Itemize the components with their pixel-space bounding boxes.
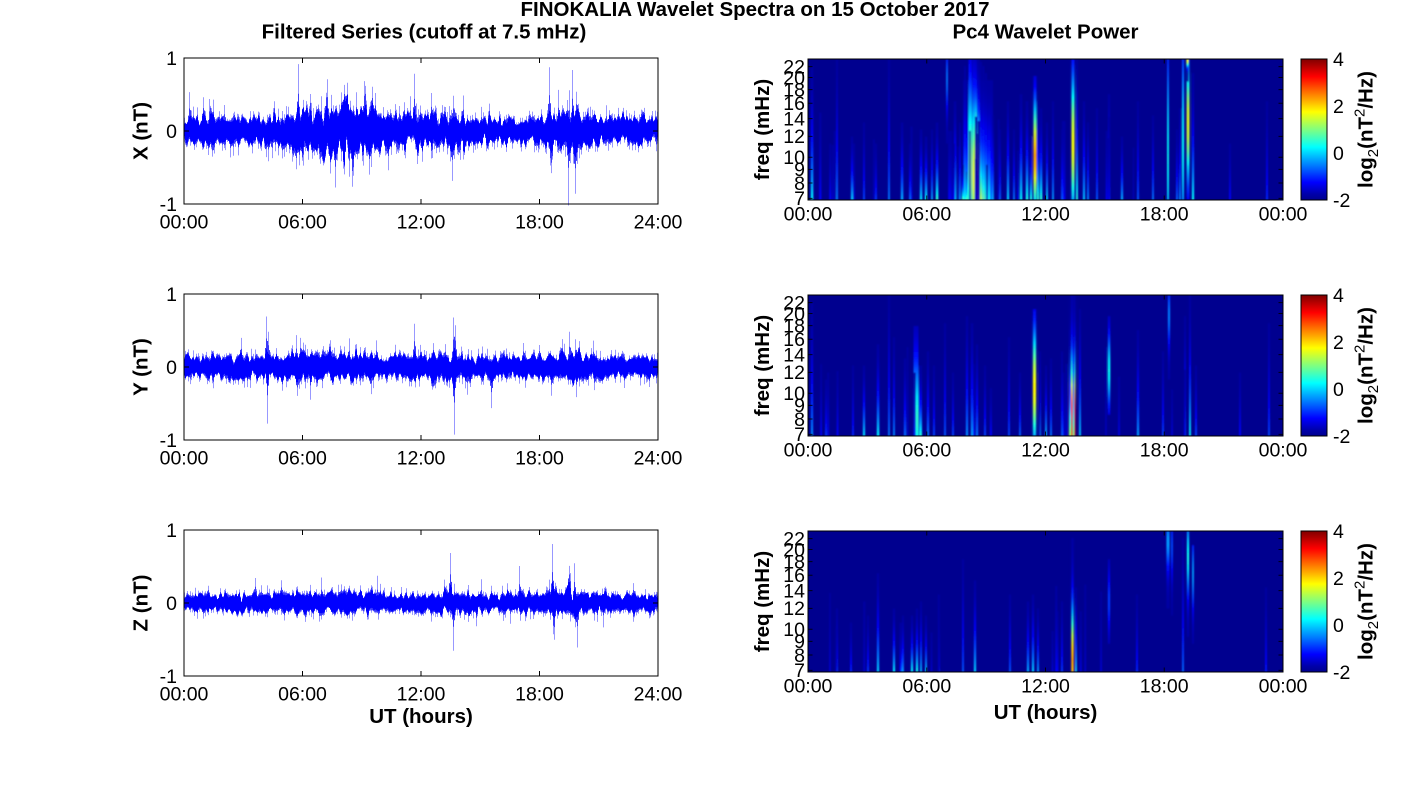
svg-text:9: 9 (794, 395, 805, 417)
svg-text:24:00: 24:00 (634, 684, 683, 706)
svg-text:06:00: 06:00 (902, 204, 951, 226)
svg-text:freq (mHz): freq (mHz) (751, 315, 774, 416)
svg-text:log2(nT2/Hz): log2(nT2/Hz) (1352, 307, 1383, 424)
svg-text:12: 12 (783, 362, 805, 384)
svg-text:18: 18 (783, 552, 805, 574)
svg-text:18:00: 18:00 (515, 448, 564, 470)
svg-text:00:00: 00:00 (1259, 676, 1308, 698)
svg-text:9: 9 (794, 159, 805, 181)
svg-text:20: 20 (783, 539, 805, 561)
svg-text:log2(nT2/Hz): log2(nT2/Hz) (1352, 543, 1383, 660)
svg-text:00:00: 00:00 (160, 212, 209, 234)
svg-text:20: 20 (783, 67, 805, 89)
svg-text:12: 12 (783, 598, 805, 620)
svg-text:16: 16 (783, 329, 805, 351)
svg-text:22: 22 (783, 292, 805, 314)
svg-text:18: 18 (783, 80, 805, 102)
svg-text:20: 20 (783, 303, 805, 325)
svg-text:2: 2 (1333, 332, 1344, 354)
svg-text:18:00: 18:00 (1140, 440, 1189, 462)
svg-text:06:00: 06:00 (902, 676, 951, 698)
svg-text:0: 0 (1333, 143, 1344, 165)
svg-text:-1: -1 (160, 430, 177, 452)
svg-text:00:00: 00:00 (1259, 440, 1308, 462)
svg-text:freq (mHz): freq (mHz) (751, 79, 774, 180)
svg-text:12:00: 12:00 (1021, 676, 1070, 698)
svg-text:12:00: 12:00 (397, 448, 446, 470)
svg-text:22: 22 (783, 528, 805, 550)
svg-text:12:00: 12:00 (1021, 440, 1070, 462)
svg-text:-2: -2 (1333, 662, 1350, 684)
svg-text:-1: -1 (160, 194, 177, 216)
svg-text:18:00: 18:00 (515, 212, 564, 234)
svg-text:2: 2 (1333, 96, 1344, 118)
svg-text:14: 14 (783, 344, 805, 366)
svg-text:10: 10 (783, 619, 805, 641)
svg-text:00:00: 00:00 (160, 684, 209, 706)
svg-text:9: 9 (794, 631, 805, 653)
svg-text:14: 14 (783, 108, 805, 130)
svg-text:freq (mHz): freq (mHz) (751, 551, 774, 652)
svg-text:12:00: 12:00 (397, 684, 446, 706)
svg-text:Y (nT): Y (nT) (130, 338, 153, 396)
svg-text:7: 7 (794, 188, 805, 210)
svg-text:12:00: 12:00 (1021, 204, 1070, 226)
svg-text:4: 4 (1333, 285, 1344, 307)
svg-text:00:00: 00:00 (1259, 204, 1308, 226)
svg-text:18:00: 18:00 (515, 684, 564, 706)
svg-text:10: 10 (783, 383, 805, 405)
svg-text:16: 16 (783, 565, 805, 587)
svg-text:0: 0 (1333, 379, 1344, 401)
svg-text:1: 1 (166, 284, 177, 306)
svg-text:4: 4 (1333, 521, 1344, 543)
svg-text:-2: -2 (1333, 190, 1350, 212)
svg-text:12:00: 12:00 (397, 212, 446, 234)
svg-text:24:00: 24:00 (634, 448, 683, 470)
svg-text:06:00: 06:00 (278, 448, 327, 470)
svg-text:UT (hours): UT (hours) (994, 701, 1098, 724)
svg-text:00:00: 00:00 (784, 676, 833, 698)
svg-text:FINOKALIA Wavelet Spectra on 1: FINOKALIA Wavelet Spectra on 15 October … (521, 0, 990, 21)
svg-text:0: 0 (166, 121, 177, 143)
svg-text:16: 16 (783, 93, 805, 115)
svg-text:0: 0 (166, 593, 177, 615)
svg-text:12: 12 (783, 126, 805, 148)
svg-text:8: 8 (794, 409, 805, 431)
svg-text:0: 0 (1333, 615, 1344, 637)
svg-text:00:00: 00:00 (784, 204, 833, 226)
svg-text:-2: -2 (1333, 426, 1350, 448)
svg-text:UT (hours): UT (hours) (369, 705, 473, 728)
svg-text:10: 10 (783, 147, 805, 169)
svg-text:24:00: 24:00 (634, 212, 683, 234)
svg-text:4: 4 (1333, 49, 1344, 71)
svg-text:Filtered Series (cutoff at 7.5: Filtered Series (cutoff at 7.5 mHz) (262, 21, 587, 44)
svg-text:0: 0 (166, 357, 177, 379)
svg-text:18:00: 18:00 (1140, 676, 1189, 698)
svg-text:log2(nT2/Hz): log2(nT2/Hz) (1352, 71, 1383, 188)
svg-text:7: 7 (794, 660, 805, 682)
svg-text:06:00: 06:00 (902, 440, 951, 462)
svg-text:Z (nT): Z (nT) (130, 575, 153, 632)
svg-text:8: 8 (794, 173, 805, 195)
svg-text:00:00: 00:00 (784, 440, 833, 462)
svg-text:06:00: 06:00 (278, 684, 327, 706)
svg-text:Pc4 Wavelet Power: Pc4 Wavelet Power (952, 21, 1138, 44)
svg-text:18:00: 18:00 (1140, 204, 1189, 226)
svg-text:22: 22 (783, 56, 805, 78)
svg-text:7: 7 (794, 424, 805, 446)
svg-text:14: 14 (783, 580, 805, 602)
svg-text:2: 2 (1333, 568, 1344, 590)
svg-text:18: 18 (783, 316, 805, 338)
svg-text:1: 1 (166, 48, 177, 70)
svg-text:1: 1 (166, 520, 177, 542)
svg-text:-1: -1 (160, 666, 177, 688)
svg-text:06:00: 06:00 (278, 212, 327, 234)
svg-text:X (nT): X (nT) (130, 102, 153, 160)
svg-text:00:00: 00:00 (160, 448, 209, 470)
svg-text:8: 8 (794, 645, 805, 667)
